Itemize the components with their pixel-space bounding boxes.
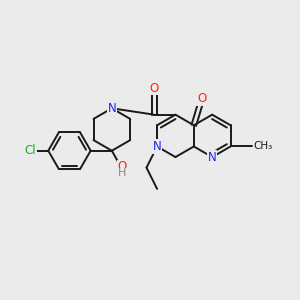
Text: Cl: Cl (24, 144, 36, 157)
Text: O: O (197, 92, 206, 105)
Text: N: N (107, 102, 116, 115)
Text: N: N (208, 151, 217, 164)
Text: O: O (118, 160, 127, 173)
Text: O: O (150, 82, 159, 95)
Text: H: H (118, 168, 127, 178)
Text: N: N (153, 140, 161, 153)
Text: CH₃: CH₃ (253, 142, 272, 152)
